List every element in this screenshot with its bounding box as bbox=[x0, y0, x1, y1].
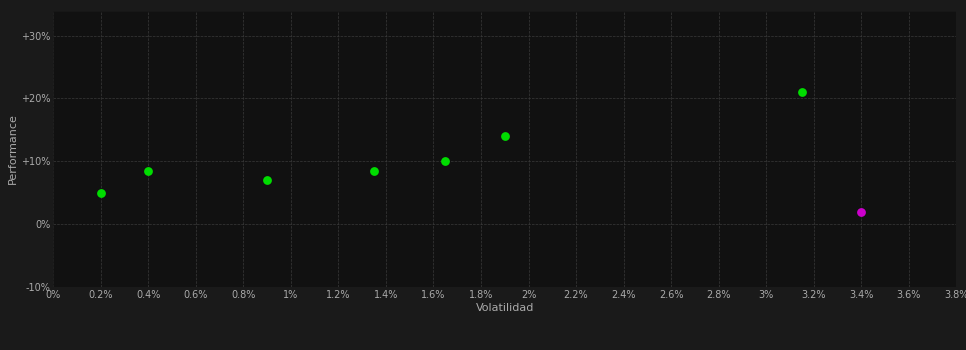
X-axis label: Volatilidad: Volatilidad bbox=[475, 302, 534, 313]
Point bbox=[794, 89, 810, 95]
Point bbox=[259, 177, 274, 183]
Point bbox=[366, 168, 382, 174]
Y-axis label: Performance: Performance bbox=[8, 113, 18, 184]
Point bbox=[854, 209, 869, 215]
Point bbox=[497, 133, 513, 139]
Point bbox=[140, 168, 156, 174]
Point bbox=[438, 159, 453, 164]
Point bbox=[93, 190, 108, 196]
